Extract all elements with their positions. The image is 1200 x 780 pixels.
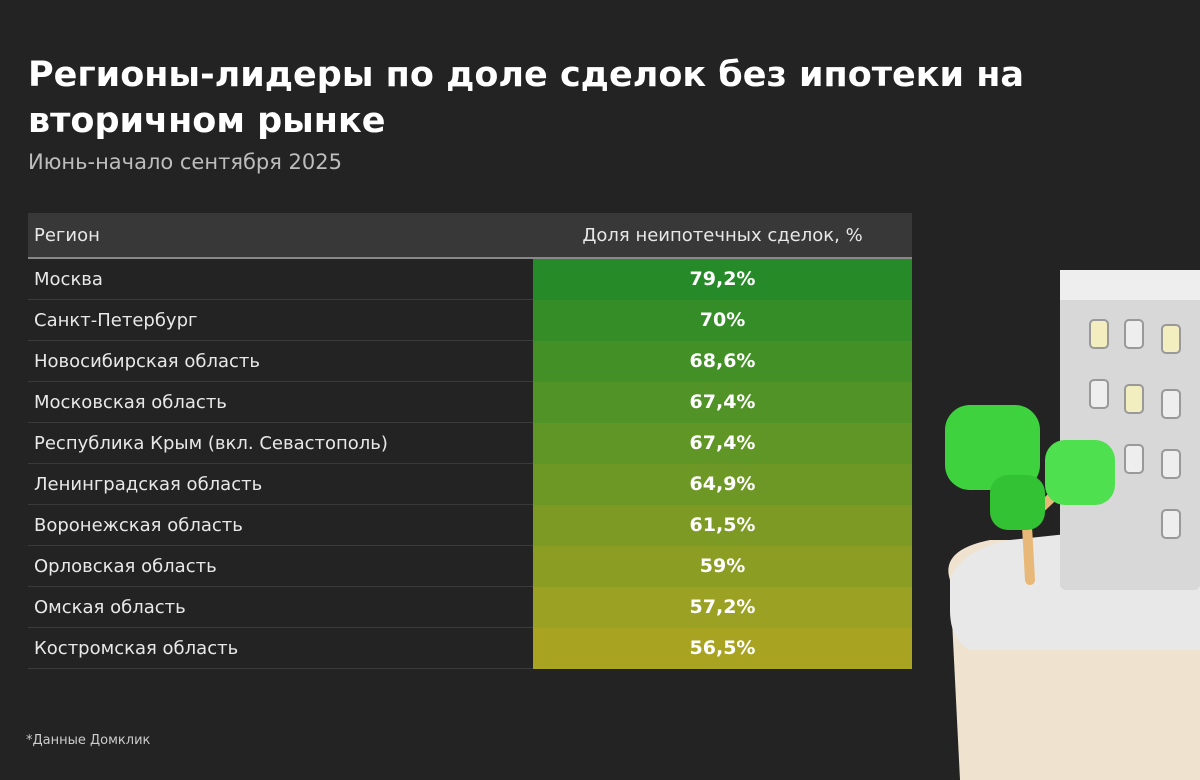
table: Регион Доля неипотечных сделок, % Москва… [28,213,912,669]
share-cell: 67,4% [533,381,912,423]
region-cell: Санкт-Петербург [28,299,533,341]
subtitle: Июнь-начало сентября 2025 [28,150,342,174]
table-row: Москва 79,2% [28,258,912,300]
region-cell: Москва [28,258,533,300]
region-cell: Костромская область [28,627,533,669]
title: Регионы-лидеры по доле сделок без ипотек… [28,55,1025,141]
header-row: Регион Доля неипотечных сделок, % [28,213,912,259]
share-cell: 61,5% [533,504,912,546]
share-cell: 57,2% [533,586,912,628]
illustration [945,270,1200,780]
share-cell: 67,4% [533,422,912,464]
table-row: Санкт-Петербург 70% [28,299,912,341]
share-cell: 64,9% [533,463,912,505]
region-cell: Воронежская область [28,504,533,546]
table-row: Воронежская область 61,5% [28,504,912,546]
column-header: Регион [28,213,533,259]
region-cell: Орловская область [28,545,533,587]
share-cell: 59% [533,545,912,587]
region-cell: Ленинградская область [28,463,533,505]
table-row: Омская область 57,2% [28,586,912,628]
table-row: Ленинградская область 64,9% [28,463,912,505]
table-row: Новосибирская область 68,6% [28,340,912,382]
share-cell: 56,5% [533,627,912,669]
share-cell: 70% [533,299,912,341]
table-row: Республика Крым (вкл. Севастополь) 67,4% [28,422,912,464]
footnote: *Данные Домклик [26,733,151,748]
share-cell: 68,6% [533,340,912,382]
table-row: Московская область 67,4% [28,381,912,423]
region-cell: Московская область [28,381,533,423]
table-row: Костромская область 56,5% [28,627,912,669]
share-cell: 79,2% [533,258,912,300]
region-cell: Омская область [28,586,533,628]
region-cell: Новосибирская область [28,340,533,382]
region-cell: Республика Крым (вкл. Севастополь) [28,422,533,464]
table-row: Орловская область 59% [28,545,912,587]
column-header: Доля неипотечных сделок, % [533,213,912,259]
